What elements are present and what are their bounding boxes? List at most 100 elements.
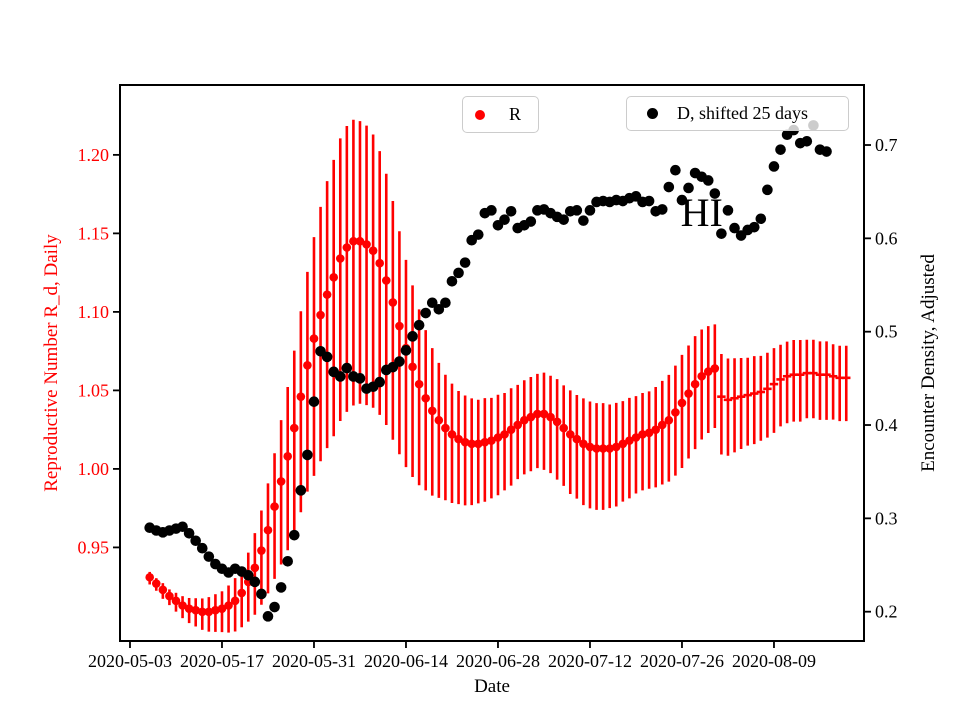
r-point (447, 430, 457, 439)
r-point (296, 392, 306, 401)
right-y-tick-label: 0.3 (875, 508, 898, 528)
left-y-axis-label: Reproductive Number R_d, Daily (41, 234, 62, 492)
r-point (493, 433, 503, 442)
left-y-tick-label: 1.10 (78, 302, 110, 322)
r-point (546, 412, 555, 422)
r-point (454, 434, 463, 444)
r-point (375, 258, 384, 268)
d-point (768, 161, 780, 172)
d-point (190, 535, 202, 547)
x-tick-label: 2020-06-14 (364, 651, 448, 671)
r-point (657, 420, 667, 430)
r-point (552, 417, 562, 427)
r-point (473, 439, 483, 449)
r-point (178, 601, 187, 610)
r-point (585, 442, 595, 452)
r-point (664, 415, 674, 425)
r-point (289, 423, 299, 433)
x-tick-label: 2020-07-26 (640, 651, 724, 671)
d-point (196, 542, 208, 554)
right-y-axis-label: Encounter Density, Adjusted (918, 254, 939, 472)
r-point (263, 525, 273, 535)
d-point (716, 228, 727, 239)
r-point (441, 423, 450, 433)
r-point (237, 588, 247, 598)
r-point (191, 605, 201, 615)
d-point (177, 521, 188, 533)
d-point (341, 362, 353, 374)
d-point (762, 184, 773, 196)
d-point (486, 205, 497, 216)
r-point (335, 254, 345, 263)
r-point (329, 273, 338, 282)
d-point (755, 213, 767, 225)
r-point (276, 477, 286, 486)
left-y-tick-label: 1.15 (78, 223, 110, 243)
r-point (572, 434, 582, 444)
d-point (256, 588, 267, 600)
right-y-tick-label: 0.6 (875, 228, 898, 248)
d-point (453, 267, 464, 279)
d-point (472, 229, 484, 240)
annotation-hi: HI (681, 190, 723, 235)
legend-d-label: D, shifted 25 days (677, 103, 808, 123)
r-point (644, 428, 654, 438)
r-point (342, 243, 352, 252)
r-point (434, 415, 444, 425)
d-series-legend-dot-icon (647, 108, 658, 119)
r-series-error-bars (148, 119, 848, 633)
d-point (413, 319, 425, 331)
d-point (308, 396, 320, 407)
r-point (217, 604, 227, 613)
x-axis-ticks: 2020-05-03 2020-05-17 2020-05-31 2020-06-14… (88, 641, 816, 671)
d-point (775, 144, 786, 155)
d-series-points (144, 120, 832, 622)
r-point (355, 236, 365, 246)
d-point (571, 205, 583, 216)
r-point (592, 444, 601, 453)
r-point (224, 601, 233, 610)
r-point (684, 389, 693, 398)
x-tick-label: 2020-08-09 (732, 651, 816, 671)
r-point (618, 439, 628, 449)
d-point (394, 356, 405, 367)
x-tick-label: 2020-05-31 (272, 651, 356, 671)
r-point (171, 596, 181, 606)
r-point (519, 415, 529, 425)
r-point (211, 605, 220, 615)
r-point (381, 276, 391, 285)
d-point (288, 529, 300, 541)
r-point (158, 585, 168, 595)
right-y-axis-ticks: 0.2 0.3 0.4 0.5 0.6 0.7 (864, 135, 898, 622)
d-point (407, 331, 418, 342)
d-point (183, 527, 195, 539)
d-point (275, 582, 287, 593)
legend-d: D, shifted 25 days (626, 96, 849, 131)
r-point (526, 412, 536, 422)
r-point (638, 430, 647, 439)
d-point (702, 175, 714, 186)
r-point (467, 439, 476, 449)
x-tick-label: 2020-06-28 (456, 651, 540, 671)
r-series-legend-dot-icon (475, 109, 485, 120)
x-tick-label: 2020-05-03 (88, 651, 172, 671)
r-point (270, 502, 279, 511)
d-point (801, 135, 813, 147)
d-point (282, 555, 293, 567)
d-point (354, 373, 366, 384)
d-point (374, 376, 385, 388)
r-point (460, 437, 470, 447)
d-point (656, 204, 668, 215)
r-point (408, 362, 417, 372)
r-point (309, 334, 319, 343)
r-point (697, 371, 706, 381)
r-point (204, 607, 214, 617)
d-point (709, 188, 721, 199)
r-point (145, 572, 155, 582)
d-point (269, 601, 280, 613)
r-point (500, 430, 509, 439)
r-point (349, 236, 358, 246)
r-point (283, 452, 292, 461)
r-point (322, 290, 332, 299)
